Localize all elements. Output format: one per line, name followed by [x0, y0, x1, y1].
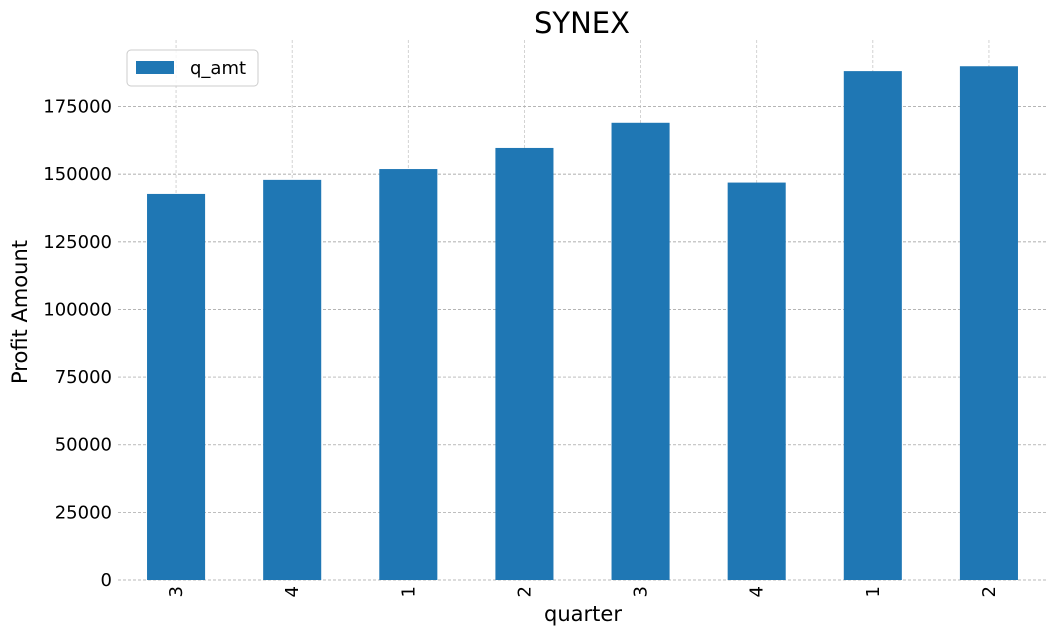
- bar: [843, 71, 902, 581]
- bar: [727, 182, 786, 581]
- y-axis-label: Profit Amount: [8, 240, 32, 384]
- bar: [495, 147, 554, 580]
- y-tick-label: 175000: [43, 97, 112, 118]
- y-tick-label: 150000: [43, 164, 112, 185]
- legend-box: [126, 49, 259, 87]
- bar: [147, 193, 206, 581]
- y-axis-ticks: 0 25000 50000 75000 100000 125000 150000 175000: [43, 97, 112, 591]
- bar: [263, 179, 322, 580]
- x-tick-label: 2: [514, 586, 535, 597]
- bar: [379, 169, 438, 580]
- y-tick-label: 0: [101, 570, 112, 591]
- x-axis-ticks: 3 4 1 2 3 4 1 2: [166, 586, 1000, 597]
- x-tick-label: 2: [979, 586, 1000, 597]
- x-tick-label: 3: [166, 586, 187, 597]
- bar: [959, 66, 1018, 580]
- y-tick-label: 125000: [43, 232, 112, 253]
- y-tick-label: 75000: [55, 367, 112, 388]
- y-tick-label: 50000: [55, 435, 112, 456]
- x-tick-label: 4: [747, 586, 768, 597]
- x-tick-label: 4: [282, 586, 303, 597]
- bar: [611, 122, 670, 580]
- y-tick-label: 25000: [55, 502, 112, 523]
- x-tick-label: 1: [863, 586, 884, 597]
- x-tick-label: 3: [631, 586, 652, 597]
- x-gridlines: [118, 40, 1047, 581]
- x-tick-label: 1: [398, 586, 419, 597]
- x-axis-label: quarter: [544, 602, 622, 626]
- legend: q_amt: [126, 49, 259, 87]
- legend-label: q_amt: [190, 58, 246, 79]
- bars: [147, 66, 1018, 581]
- legend-swatch: [136, 61, 174, 74]
- y-tick-label: 100000: [43, 299, 112, 320]
- chart-title: SYNEX: [534, 6, 630, 40]
